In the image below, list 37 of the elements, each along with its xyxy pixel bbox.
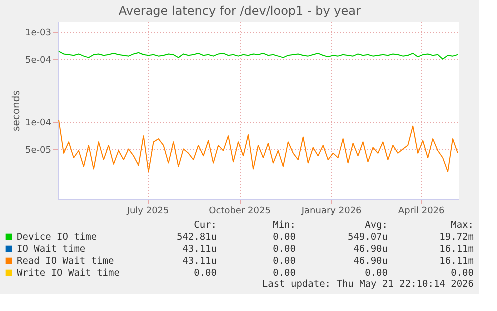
y-tick-label: 1e-03 — [26, 28, 52, 39]
text: 46.90u — [354, 244, 388, 255]
text: Min: — [273, 220, 296, 231]
text: 43.11u — [182, 256, 217, 267]
chart-title: Average latency for /dev/loop1 - by year — [118, 4, 361, 18]
text: 16.11m — [440, 256, 474, 267]
text: 46.90u — [354, 256, 388, 267]
text: 0.00 — [365, 268, 388, 279]
text: 0.00 — [194, 268, 218, 279]
text: Max: — [451, 220, 474, 231]
line-series — [58, 120, 458, 172]
y-tick-label: 5e-04 — [26, 56, 52, 66]
text: 0.00 — [273, 268, 296, 279]
text: 0.00 — [451, 268, 474, 279]
y-tick-label: 5e-05 — [26, 146, 52, 156]
text: 0.00 — [273, 256, 296, 267]
text: 43.11u — [182, 244, 217, 255]
legend-label: Device IO time — [17, 232, 98, 243]
x-tick-label: January 2026 — [300, 206, 362, 216]
text: 0.00 — [273, 232, 296, 243]
text: 542.81u — [176, 232, 217, 243]
y-axis-title: seconds — [12, 90, 23, 132]
legend-label: Read IO Wait time — [17, 256, 115, 267]
x-tick-label: October 2025 — [209, 206, 271, 216]
y-tick-label: 1e-04 — [26, 118, 52, 129]
text: 16.11m — [440, 244, 474, 255]
line-series — [58, 51, 458, 60]
text: Last update: Thu May 21 22:10:14 2026 — [262, 279, 474, 290]
legend-label: Write IO Wait time — [17, 268, 120, 279]
text: 0.00 — [273, 244, 296, 255]
x-tick-label: July 2025 — [126, 206, 170, 216]
text: 19.72m — [440, 232, 474, 243]
text: Avg: — [365, 220, 388, 231]
text: Cur: — [194, 220, 217, 231]
legend-label: IO Wait time — [17, 244, 86, 255]
text: 549.07u — [348, 232, 388, 243]
x-tick-label: April 2026 — [398, 206, 446, 216]
